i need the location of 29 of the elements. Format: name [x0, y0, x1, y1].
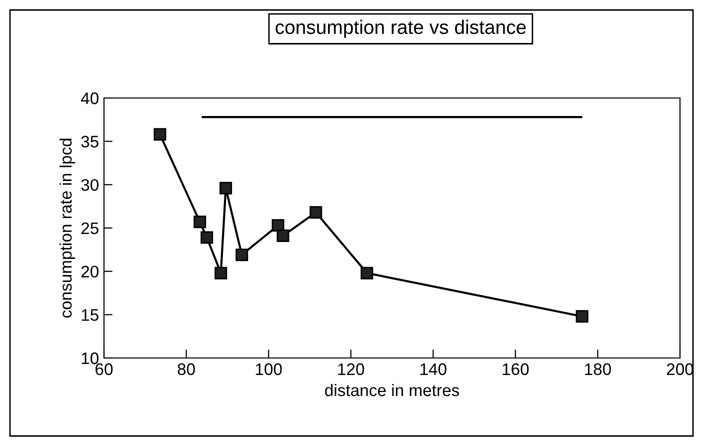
- y-tick-label: 30: [81, 179, 98, 191]
- y-tick-label: 25: [81, 222, 98, 234]
- point: [200, 231, 214, 244]
- y-tick-label: 20: [81, 266, 98, 278]
- point: [360, 266, 374, 280]
- x-tick-label: 180: [585, 363, 611, 376]
- point: [154, 128, 166, 141]
- point: [276, 230, 290, 242]
- point: [236, 248, 248, 262]
- y-tick-label: 15: [82, 309, 98, 321]
- chart-title: consumption rate vs distance: [276, 20, 526, 38]
- point: [194, 216, 206, 228]
- x-tick-label: 160: [502, 363, 529, 376]
- y-tick-label: 35: [81, 136, 98, 148]
- x-tick-label: 80: [178, 363, 195, 376]
- point: [214, 266, 228, 280]
- point: [272, 219, 284, 232]
- point: [310, 206, 322, 219]
- y-axis-title: consumption rate in lpcd: [60, 138, 76, 318]
- y-tick-label: 10: [82, 352, 98, 364]
- point: [576, 310, 588, 323]
- x-tick-label: 100: [256, 363, 282, 376]
- point: [220, 182, 232, 194]
- x-tick-label: 60: [96, 363, 113, 376]
- x-tick-label: 140: [420, 363, 446, 376]
- y-tick-label: 40: [80, 92, 98, 104]
- x-tick-label: 200: [666, 363, 694, 376]
- x-tick-label: 120: [338, 363, 364, 376]
- x-axis-title: distance in metres: [325, 384, 460, 396]
